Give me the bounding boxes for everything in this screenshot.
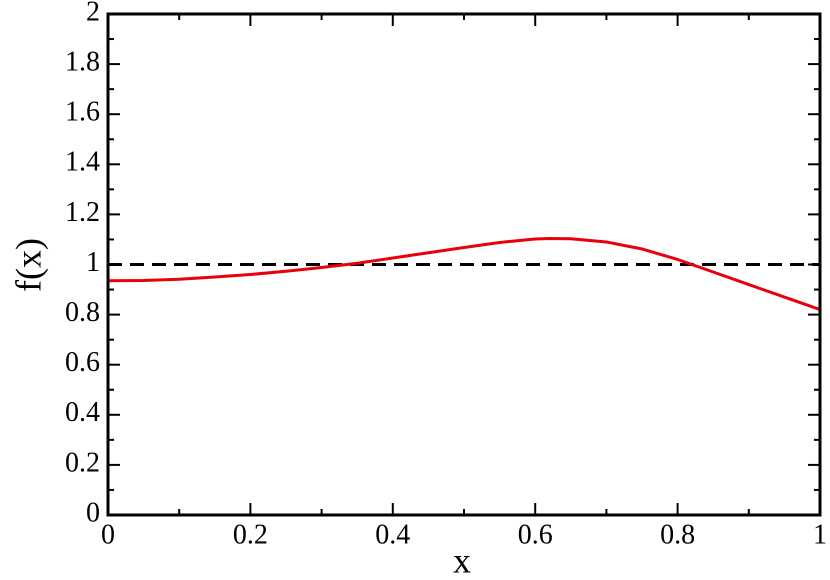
y-tick-label: 1: [86, 247, 100, 278]
y-tick-label: 1.4: [65, 147, 100, 178]
x-tick-label: 0: [101, 519, 115, 550]
y-tick-label: 0.6: [65, 347, 100, 378]
y-tick-label: 0.4: [65, 397, 100, 428]
x-tick-label: 0.2: [233, 519, 268, 550]
y-axis-label: f(x): [8, 238, 48, 292]
x-axis-label: x: [453, 540, 471, 580]
y-tick-label: 0.2: [65, 447, 100, 478]
x-tick-label: 1: [813, 519, 827, 550]
x-tick-label: 0.6: [518, 519, 553, 550]
y-tick-label: 1.2: [65, 197, 100, 228]
x-tick-label: 0.4: [375, 519, 410, 550]
data-line: [107, 236, 821, 312]
y-tick-label: 1.8: [65, 47, 100, 78]
x-tick-label: 0.8: [660, 519, 695, 550]
y-tick-label: 0: [86, 497, 100, 528]
plot-frame: [106, 12, 822, 517]
y-tick-label: 2: [86, 0, 100, 27]
y-tick-label: 1.6: [65, 97, 100, 128]
y-tick-label: 0.8: [65, 297, 100, 328]
